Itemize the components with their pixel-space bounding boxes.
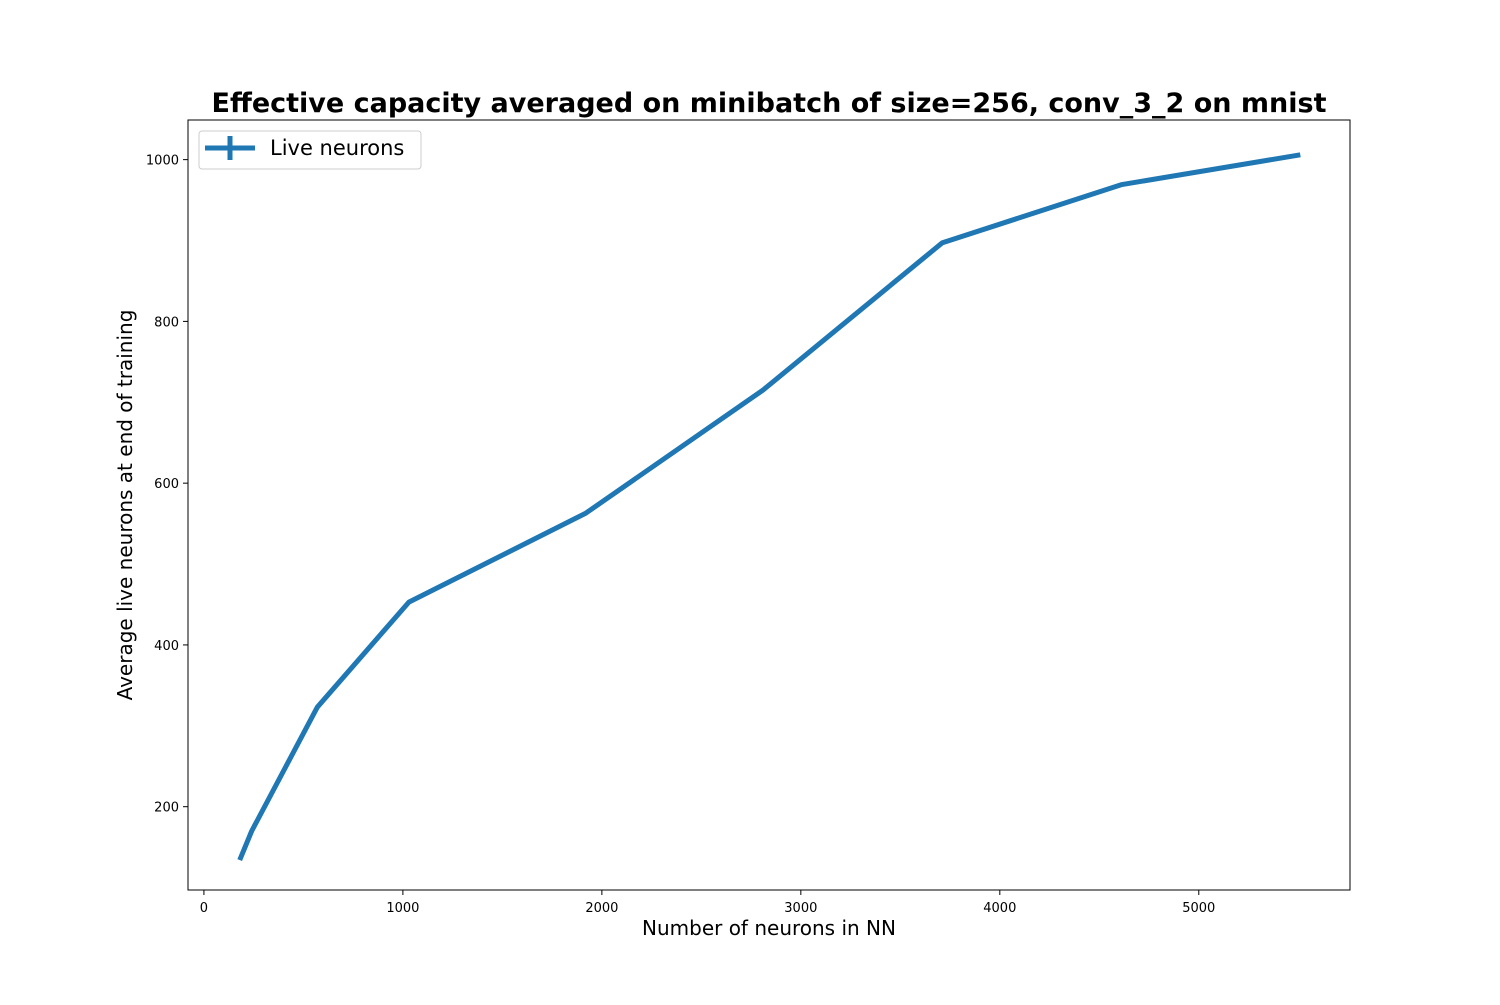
y-tick-label: 1000 bbox=[146, 154, 179, 169]
axes-frame bbox=[188, 120, 1350, 890]
legend-entry-live-neurons: Live neurons bbox=[270, 136, 404, 160]
x-tick-label: 1000 bbox=[386, 901, 419, 916]
x-axis-label: Number of neurons in NN bbox=[642, 916, 896, 940]
x-axis-ticks: 0 1000 2000 3000 4000 5000 bbox=[200, 890, 1216, 916]
plot-area bbox=[188, 120, 1350, 890]
x-tick-label: 3000 bbox=[784, 901, 817, 916]
x-tick-label: 4000 bbox=[983, 901, 1016, 916]
y-tick-label: 600 bbox=[154, 477, 179, 492]
x-tick-label: 0 bbox=[200, 901, 208, 916]
y-axis-label: Average live neurons at end of training bbox=[113, 310, 137, 701]
x-tick-label: 5000 bbox=[1182, 901, 1215, 916]
y-axis-ticks: 200 400 600 800 1000 bbox=[146, 154, 188, 816]
y-tick-label: 400 bbox=[154, 639, 179, 654]
chart-title: Effective capacity averaged on minibatch… bbox=[212, 88, 1327, 119]
y-tick-label: 200 bbox=[154, 801, 179, 816]
legend: Live neurons bbox=[199, 131, 421, 169]
y-tick-label: 800 bbox=[154, 315, 179, 330]
x-tick-label: 2000 bbox=[585, 901, 618, 916]
